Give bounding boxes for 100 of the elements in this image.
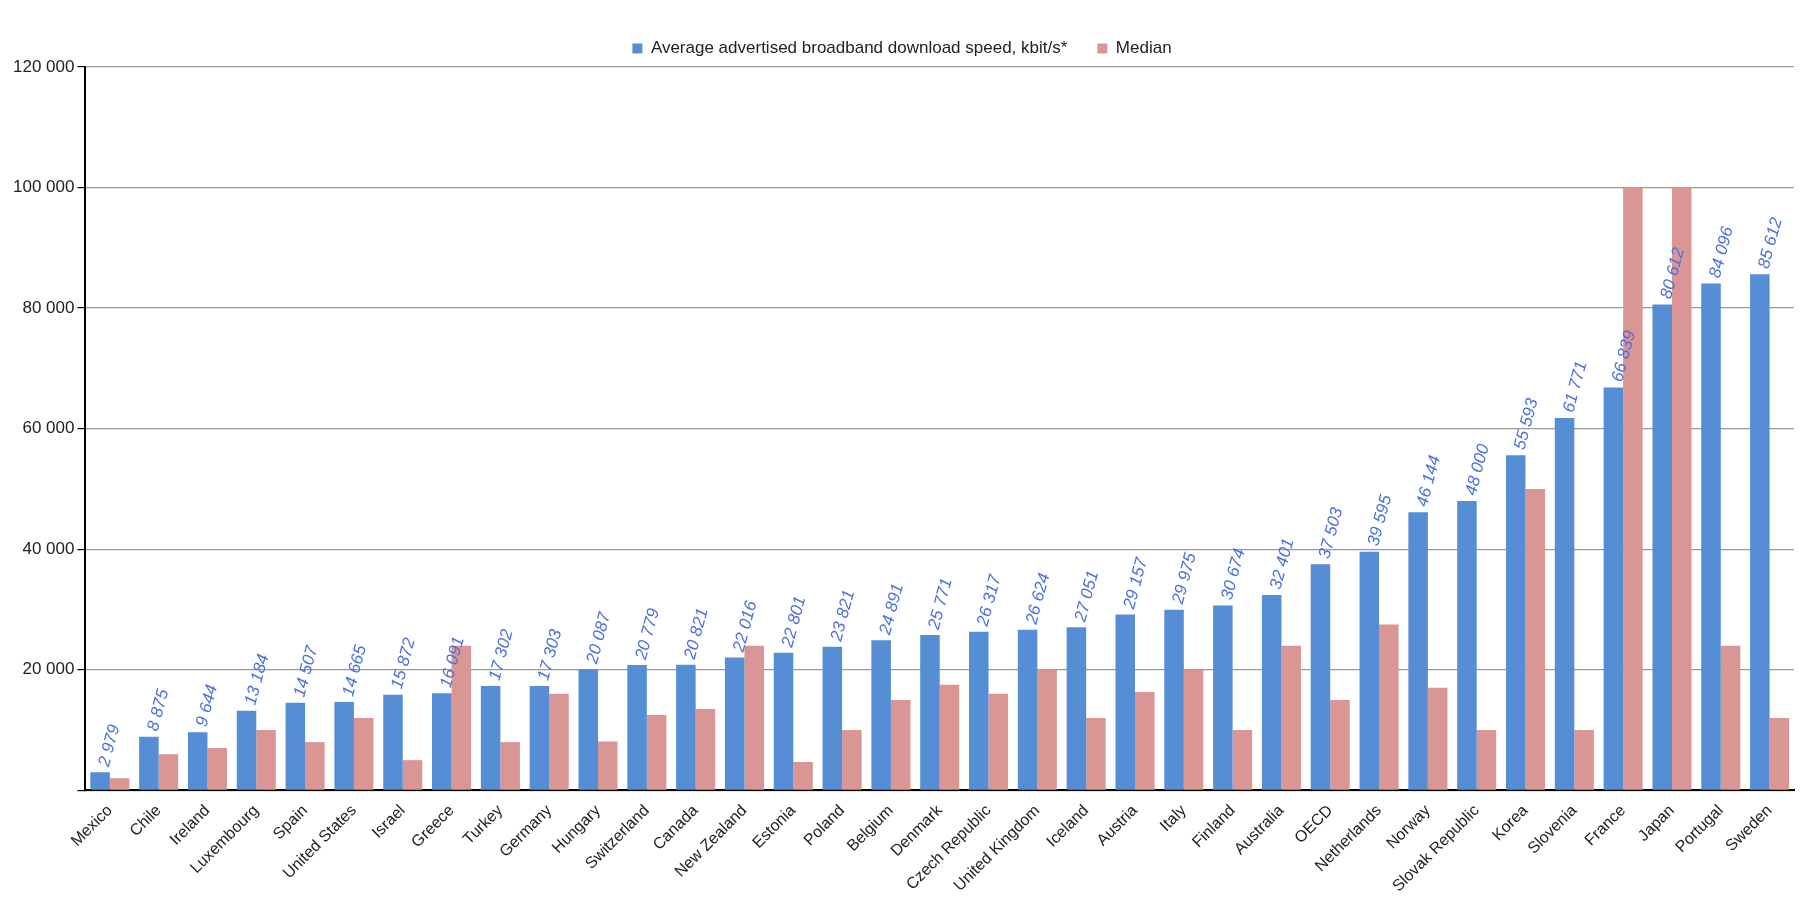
x-tick-label: Italy bbox=[1156, 801, 1190, 835]
data-label: 8 875 bbox=[143, 686, 173, 734]
bar bbox=[1086, 717, 1106, 790]
bar bbox=[1164, 609, 1184, 790]
legend-label: Average advertised broadband download speed, kbit/s* bbox=[650, 38, 1068, 58]
legend-label: Median bbox=[1115, 38, 1172, 58]
bar bbox=[334, 701, 354, 790]
bar bbox=[1261, 595, 1282, 790]
y-tick-label: 100 000 bbox=[13, 177, 75, 197]
bar bbox=[1427, 687, 1448, 790]
bar bbox=[158, 754, 179, 790]
data-label: 26 317 bbox=[972, 572, 1005, 629]
bar bbox=[793, 761, 813, 790]
bar bbox=[1701, 283, 1721, 790]
data-label: 2 979 bbox=[93, 722, 124, 770]
bar bbox=[724, 657, 745, 790]
data-label: 27 051 bbox=[1070, 568, 1103, 625]
data-label: 29 975 bbox=[1167, 550, 1201, 607]
bar bbox=[1134, 692, 1155, 790]
bar bbox=[1281, 645, 1301, 790]
y-tick-label: 60 000 bbox=[22, 418, 75, 438]
bar bbox=[871, 640, 891, 790]
bar bbox=[207, 748, 228, 790]
bar bbox=[1457, 500, 1477, 790]
bar bbox=[1183, 669, 1204, 790]
bar bbox=[285, 702, 306, 790]
data-label: 24 891 bbox=[874, 581, 908, 638]
data-label: 22 801 bbox=[777, 593, 810, 651]
data-label: 14 665 bbox=[338, 642, 371, 699]
bar bbox=[529, 686, 550, 790]
bar bbox=[1554, 417, 1575, 790]
bar bbox=[432, 693, 452, 790]
y-tick-label: 80 000 bbox=[22, 297, 75, 317]
bar bbox=[1330, 699, 1350, 790]
bar bbox=[109, 778, 130, 790]
data-label: 25 771 bbox=[923, 576, 956, 633]
bar bbox=[676, 664, 696, 790]
bar bbox=[187, 732, 208, 790]
bar bbox=[1574, 730, 1594, 790]
bar bbox=[1476, 730, 1497, 790]
bar bbox=[1769, 717, 1790, 790]
data-label: 29 157 bbox=[1119, 555, 1152, 612]
data-label: 22 016 bbox=[728, 598, 761, 655]
bar bbox=[305, 742, 325, 790]
data-label: 80 612 bbox=[1656, 245, 1689, 301]
data-label: 84 096 bbox=[1705, 224, 1738, 280]
data-label: 55 593 bbox=[1509, 395, 1542, 452]
y-tick-label: 40 000 bbox=[22, 538, 75, 558]
data-label: 13 184 bbox=[240, 651, 273, 708]
bar bbox=[969, 631, 989, 790]
bar bbox=[402, 760, 423, 790]
bar bbox=[353, 717, 374, 790]
bar bbox=[1310, 564, 1331, 790]
data-label: 15 872 bbox=[387, 635, 420, 691]
data-label: 17 302 bbox=[484, 626, 517, 683]
data-label: 20 779 bbox=[630, 605, 664, 663]
bar bbox=[822, 646, 843, 790]
data-label: 39 595 bbox=[1363, 492, 1396, 548]
bar bbox=[1359, 551, 1380, 790]
bar bbox=[549, 693, 569, 790]
data-label: 66 839 bbox=[1607, 328, 1640, 384]
data-label: 16 091 bbox=[435, 634, 468, 690]
bar bbox=[1066, 627, 1087, 790]
bar bbox=[646, 714, 667, 790]
bar bbox=[383, 694, 403, 790]
bar bbox=[236, 710, 257, 790]
data-label: 32 401 bbox=[1265, 536, 1298, 592]
bar bbox=[139, 736, 159, 790]
bar bbox=[842, 730, 862, 790]
bar bbox=[1505, 455, 1526, 790]
bar bbox=[1213, 605, 1233, 790]
bar bbox=[1525, 488, 1546, 790]
bar bbox=[1115, 614, 1135, 790]
data-label: 9 644 bbox=[191, 682, 222, 729]
bar bbox=[920, 634, 940, 790]
data-label: 14 507 bbox=[289, 643, 322, 700]
y-tick-label: 20 000 bbox=[22, 659, 75, 679]
bar bbox=[598, 741, 618, 790]
data-label: 23 821 bbox=[826, 587, 859, 644]
bar bbox=[1379, 624, 1399, 790]
bar bbox=[695, 708, 716, 790]
data-label: 20 087 bbox=[582, 609, 615, 667]
data-label: 37 503 bbox=[1314, 504, 1347, 561]
bar bbox=[988, 693, 1009, 790]
data-label: 61 771 bbox=[1558, 359, 1591, 415]
bar bbox=[1750, 274, 1770, 790]
data-label: 17 303 bbox=[533, 626, 566, 683]
data-label: 46 144 bbox=[1412, 453, 1445, 509]
data-label: 30 674 bbox=[1216, 546, 1249, 602]
bar bbox=[90, 772, 110, 790]
bar bbox=[890, 699, 911, 790]
data-label: 48 000 bbox=[1461, 441, 1493, 498]
bar bbox=[1232, 730, 1253, 790]
data-label: 85 612 bbox=[1753, 214, 1786, 271]
y-tick-label: 120 000 bbox=[13, 56, 75, 76]
bar bbox=[1408, 512, 1428, 790]
bar bbox=[1720, 645, 1741, 790]
data-label: 20 821 bbox=[679, 605, 712, 663]
bar bbox=[500, 742, 520, 790]
bar bbox=[578, 669, 599, 790]
